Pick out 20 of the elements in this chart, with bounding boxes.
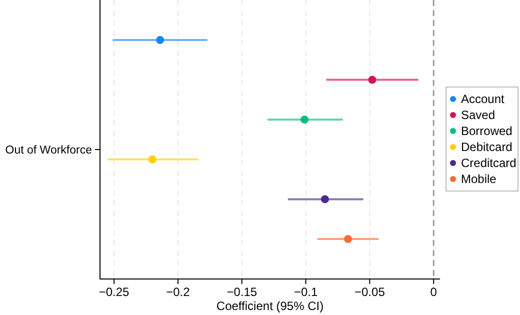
x-tick-label: −0.25: [98, 285, 130, 299]
point: [148, 155, 156, 164]
legend-label: Borrowed: [461, 124, 512, 138]
legend-label: Mobile: [461, 172, 497, 186]
point: [320, 195, 329, 204]
point: [344, 235, 352, 243]
point: [300, 116, 309, 124]
legend-label: Saved: [461, 108, 496, 122]
point: [368, 76, 376, 84]
legend-label: Account: [461, 92, 506, 106]
point: [156, 36, 164, 44]
legend-label: Debitcard: [461, 140, 512, 154]
x-tick-label: −0.15: [226, 285, 258, 299]
x-axis-title: Coefficient (95% CI): [216, 299, 324, 313]
x-tick-label: −0.2: [166, 285, 190, 299]
x-tick-label: −0.05: [354, 285, 386, 299]
x-tick-label: −0.1: [294, 285, 318, 299]
x-tick-label: 0: [430, 285, 438, 299]
y-axis-title: Out of Workforce: [5, 144, 92, 156]
legend-label: Creditcard: [461, 156, 516, 170]
